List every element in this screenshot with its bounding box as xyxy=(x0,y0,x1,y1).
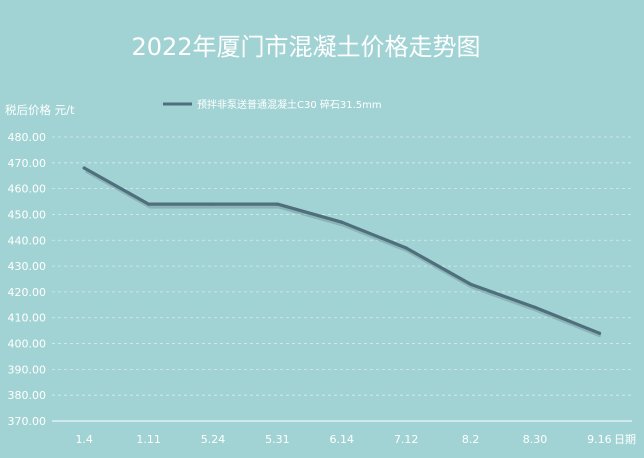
x-axis: 1.4 1.11 5.24 5.31 6.14 7.12 8.2 8.30 9.16 日期 xyxy=(75,433,636,446)
y-tick-label: 390.00 xyxy=(8,363,47,376)
x-tick-label: 8.2 xyxy=(462,433,480,446)
x-tick-label: 8.30 xyxy=(523,433,548,446)
y-tick-label: 440.00 xyxy=(8,234,47,247)
grid xyxy=(52,136,632,422)
series-line xyxy=(82,166,602,335)
y-tick-label: 470.00 xyxy=(8,157,47,170)
data-point xyxy=(82,166,86,170)
y-tick-label: 430.00 xyxy=(8,260,47,273)
data-point xyxy=(597,331,602,335)
y-axis: 370.00 380.00 390.00 400.00 410.00 420.00 430.… xyxy=(8,131,47,428)
y-tick-label: 370.00 xyxy=(8,415,47,428)
x-tick-label: 9.16 xyxy=(587,433,612,446)
data-point xyxy=(533,305,537,309)
x-tick-label: 7.12 xyxy=(394,433,419,446)
legend: 预拌非泵送普通混凝土C30 碎石31.5mm xyxy=(163,98,382,111)
y-tick-label: 410.00 xyxy=(8,312,47,325)
x-tick-label: 1.4 xyxy=(75,433,93,446)
data-point xyxy=(211,202,215,206)
data-point xyxy=(404,246,408,250)
series-line-shadow xyxy=(84,168,602,338)
y-tick-label: 400.00 xyxy=(8,338,47,351)
chart-title: 2022年厦门市混凝土价格走势图 xyxy=(131,33,480,61)
series xyxy=(82,166,602,338)
data-point xyxy=(147,202,151,206)
y-tick-label: 380.00 xyxy=(8,389,47,402)
x-axis-label: 日期 xyxy=(614,433,636,446)
y-tick-label: 420.00 xyxy=(8,286,47,299)
legend-label: 预拌非泵送普通混凝土C30 碎石31.5mm xyxy=(197,98,382,111)
data-point xyxy=(275,202,279,206)
y-axis-label: 税后价格 元/t xyxy=(5,103,75,117)
x-tick-label: 5.31 xyxy=(265,433,290,446)
data-point xyxy=(340,220,344,224)
y-tick-label: 450.00 xyxy=(8,208,47,221)
y-tick-label: 460.00 xyxy=(8,183,47,196)
x-tick-label: 1.11 xyxy=(136,433,161,446)
data-point xyxy=(469,282,473,286)
y-tick-label: 480.00 xyxy=(8,131,47,144)
x-tick-label: 5.24 xyxy=(201,433,226,446)
x-tick-label: 6.14 xyxy=(330,433,355,446)
